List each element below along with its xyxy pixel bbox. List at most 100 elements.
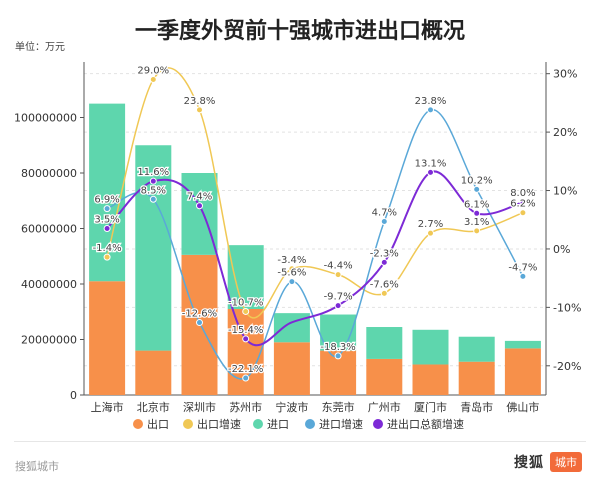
line-point [288,278,296,286]
y-tick-label: 20000000 [21,334,77,347]
x-tick-label: 上海市 [91,400,124,414]
legend-marker [373,419,383,429]
line-point [519,209,527,217]
legend-marker [183,419,193,429]
bar-import [181,173,218,255]
legend-label: 进口增速 [319,417,363,431]
line-point [334,271,342,279]
data-label: -12.6% [182,309,217,320]
data-label: 10.2% [461,175,493,186]
bar-import [412,329,449,365]
data-label: -2.3% [370,248,399,259]
footer-divider [14,441,586,442]
bar-export [504,348,541,395]
legend-label: 出口 [147,417,169,431]
bar-export [412,364,449,395]
data-label: -4.7% [508,262,537,273]
data-label: -9.7% [324,292,353,303]
data-label: 23.8% [415,96,447,107]
data-label: -22.1% [228,364,263,375]
line-point [242,307,250,315]
x-tick-label: 厦门市 [414,400,447,414]
brand-name: 搜狐 [514,455,544,471]
data-label: 6.1% [464,199,489,210]
line-point [196,319,203,327]
legend-marker [253,419,263,429]
legend-marker [305,419,315,429]
line-point [196,202,203,210]
x-tick-label: 佛山市 [506,400,539,414]
y2-tick-label: 20% [553,126,577,139]
line-point [334,352,342,360]
x-tick-label: 苏州市 [229,400,262,414]
y2-tick-label: 0% [553,243,570,256]
data-label: 11.6% [137,167,169,178]
bar-export [227,308,264,395]
line-point [380,217,388,225]
y-tick-label: 40000000 [21,278,77,291]
line-point [473,185,481,193]
line-point [242,335,250,343]
y2-tick-label: 30% [553,68,577,81]
line-point [242,374,250,382]
data-label: 8.5% [141,185,166,196]
line-point [473,227,481,235]
line-point [380,289,388,297]
bar-export [273,342,310,395]
y-tick-label: 80000000 [21,167,77,180]
data-label: 4.7% [372,207,397,218]
line-point [149,76,157,84]
line-total-growth [106,170,524,347]
bar-export [458,361,495,395]
data-label: -18.3% [320,342,355,353]
line-point [288,265,296,273]
data-label: 3.1% [464,217,489,228]
bar-import [504,340,541,349]
data-label: -7.6% [370,279,399,290]
y2-tick-label: 10% [553,185,577,198]
brand-logo: 搜狐 城市 [514,452,582,472]
bar-export [89,281,126,395]
bar-export [135,350,172,395]
line-point [149,195,157,203]
brand-tag: 城市 [550,452,582,472]
line-point [519,272,527,280]
data-label: -3.4% [277,255,306,266]
y-tick-label: 60000000 [21,223,77,236]
data-label: 7.4% [187,192,212,203]
line-point [427,168,434,176]
line-point [427,106,434,114]
line-export-growth [106,67,524,319]
unit-label: 单位：万元 [15,40,65,53]
legend-label: 进口 [267,418,289,431]
bar-import [227,245,264,309]
x-tick-label: 宁波市 [275,400,308,414]
line-point [149,177,157,185]
x-tick-label: 东莞市 [322,400,355,414]
data-label: -5.6% [277,268,306,279]
data-label: -15.4% [228,325,263,336]
x-tick-label: 广州市 [368,400,401,414]
x-tick-label: 青岛市 [460,400,493,414]
data-label: 13.1% [415,158,447,169]
source-label: 搜狐城市 [15,460,59,473]
bar-import [366,327,403,359]
line-point [473,209,481,217]
line-point [380,258,388,266]
chart-title: 一季度外贸前十强城市进出口概况 [135,18,465,44]
data-label: 23.8% [184,96,216,107]
y-tick-label: 0 [70,389,77,402]
bar-export [366,358,403,395]
line-point [427,229,434,237]
data-label: -10.7% [228,297,263,308]
data-label: -1.4% [93,243,122,254]
line-point [196,106,203,114]
data-label: 6.9% [94,195,119,206]
line-point [103,225,111,232]
data-label: 2.7% [418,219,443,230]
data-label: -4.4% [324,261,353,272]
line-import-growth [106,109,524,380]
y-tick-label: 100000000 [14,112,77,125]
data-label: 29.0% [137,66,169,77]
